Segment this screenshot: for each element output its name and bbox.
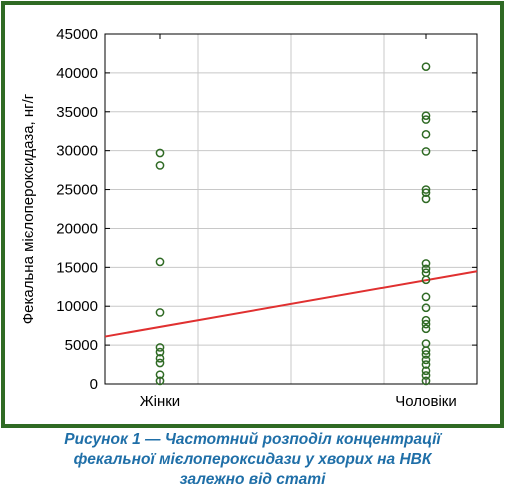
y-tick-label: 35000 (56, 104, 98, 121)
chart-frame (1, 1, 504, 428)
data-point (421, 292, 431, 302)
data-point (421, 324, 431, 334)
data-point (155, 257, 165, 267)
data-points (155, 62, 431, 386)
data-point (155, 370, 165, 380)
caption-line-2: фекальної мієлопероксидази у хворих на Н… (73, 451, 432, 468)
scatter-chart: 0 5000 10000 15000 20000 25000 30000 35000 40000… (20, 26, 478, 410)
y-tick-label: 0 (90, 376, 98, 393)
data-point (421, 360, 431, 369)
data-point (421, 188, 431, 198)
data-point (421, 115, 431, 124)
data-point (155, 343, 165, 352)
data-point (421, 350, 431, 359)
data-point (421, 264, 431, 274)
data-point (421, 259, 431, 268)
y-tick-label: 15000 (56, 259, 98, 276)
figure-caption: Рисунок 1 — Частотний розподіл концентра… (0, 430, 505, 490)
y-tick-label: 45000 (56, 26, 98, 43)
axis-ticks (105, 33, 477, 385)
data-point (155, 376, 165, 386)
x-tick-label: Жінки (140, 393, 180, 410)
y-tick-label: 25000 (56, 182, 98, 199)
trend-line (104, 270, 478, 338)
data-point (421, 129, 431, 139)
x-tick-label: Чоловіки (395, 393, 457, 410)
data-point (155, 358, 165, 368)
caption-line-1: Рисунок 1 — Частотний розподіл концентра… (64, 431, 441, 448)
x-tick-labels: Жінки Чоловіки (140, 393, 457, 410)
data-point (155, 148, 165, 158)
y-tick-label: 10000 (56, 298, 98, 315)
data-point (421, 315, 431, 325)
data-point (421, 147, 431, 156)
data-point (421, 371, 431, 380)
y-tick-labels: 0 5000 10000 15000 20000 25000 30000 35000 40000… (56, 26, 98, 393)
data-point (155, 353, 165, 363)
y-tick-label: 20000 (56, 220, 98, 237)
data-point (421, 111, 431, 121)
plot-area-border (104, 33, 478, 385)
data-point (421, 376, 431, 386)
data-point (421, 355, 431, 365)
data-point (155, 308, 165, 317)
data-point (421, 346, 431, 355)
data-point (155, 347, 165, 357)
y-tick-label: 30000 (56, 143, 98, 160)
data-point (421, 275, 431, 285)
y-tick-label: 40000 (56, 65, 98, 82)
data-point (421, 62, 431, 72)
data-point (421, 319, 431, 329)
data-point (421, 185, 431, 194)
data-point (421, 366, 431, 376)
grid-lines (104, 33, 478, 385)
data-point (421, 303, 431, 313)
caption-line-3: залежно від статі (179, 471, 326, 488)
y-axis-label: Фекальна мієлопероксидаза, нг/г (20, 93, 37, 324)
y-tick-label: 5000 (65, 337, 98, 354)
data-point (421, 194, 431, 204)
data-point (421, 339, 431, 348)
data-point (155, 161, 165, 170)
